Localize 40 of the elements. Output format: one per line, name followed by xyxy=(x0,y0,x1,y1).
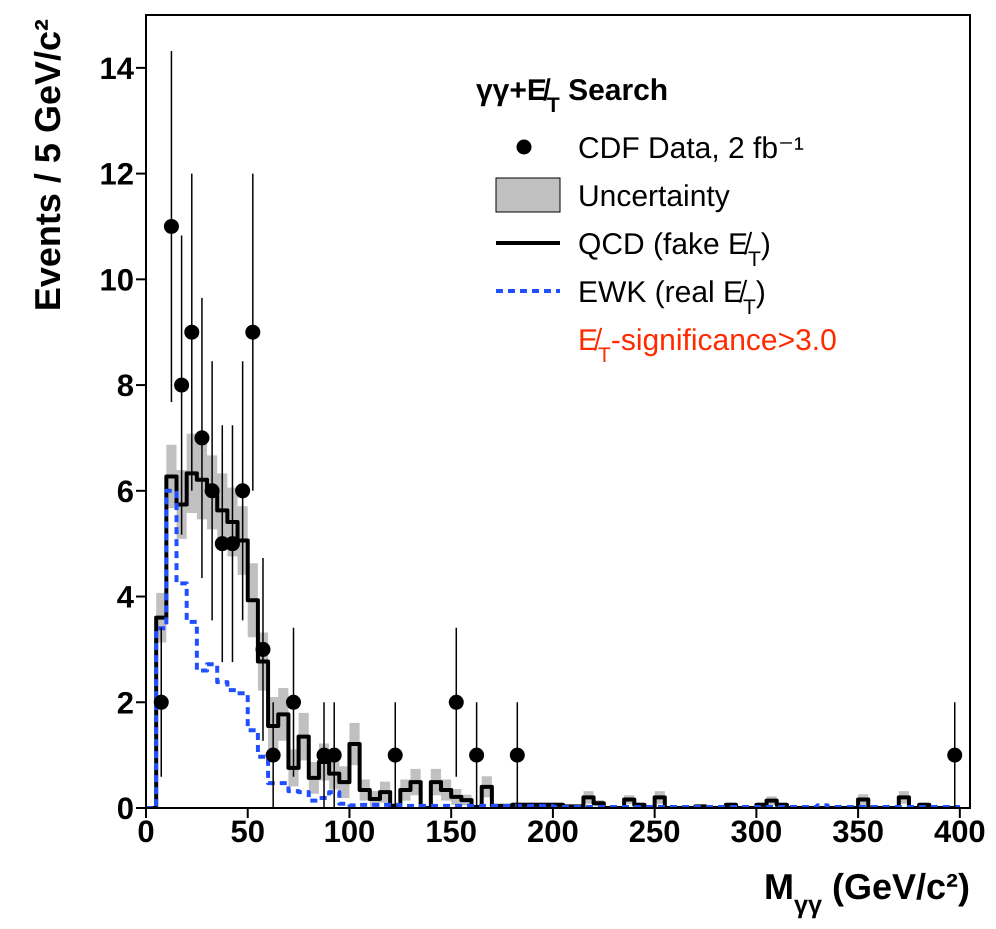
point xyxy=(164,218,179,234)
y-tick-label: 2 xyxy=(116,685,134,720)
point xyxy=(245,324,260,340)
point xyxy=(204,483,220,498)
annotation: E̸$_{T}$-significance>3.0 xyxy=(578,324,837,366)
legend-label: EWK (real E̸$_{T}$) xyxy=(578,276,766,318)
x-tick-label: 200 xyxy=(527,814,579,850)
point xyxy=(154,694,169,710)
y-tick-label: 10 xyxy=(100,262,134,298)
x-axis-title: M$_{γγ}$ (GeV/c²) xyxy=(764,866,970,919)
point xyxy=(388,748,403,763)
point xyxy=(266,748,281,763)
annotation: Uncertainty xyxy=(578,180,730,213)
x-tick-label: 300 xyxy=(730,814,782,850)
y-axis-title: Events / 5 GeV/c² xyxy=(27,19,68,312)
point xyxy=(194,430,210,446)
x-tick-label: 50 xyxy=(230,814,265,850)
x-tick-label: 250 xyxy=(628,814,681,850)
point xyxy=(255,642,270,657)
legend-label: CDF Data, 2 fb⁻¹ xyxy=(578,132,804,165)
x-tick-label: 100 xyxy=(324,814,376,850)
legend-title: γγ+E̸$_{T}$ Search xyxy=(476,74,668,116)
y-tick-label: 12 xyxy=(100,156,134,192)
point xyxy=(184,324,200,340)
point xyxy=(235,483,250,498)
y-tick-label: 4 xyxy=(116,580,135,615)
point xyxy=(448,694,464,710)
point xyxy=(286,694,302,710)
point xyxy=(510,748,525,763)
point xyxy=(174,378,190,393)
point xyxy=(469,748,484,763)
y-tick-label: 0 xyxy=(116,791,134,826)
y-tick-label: 14 xyxy=(100,50,135,86)
x-tick-label: 350 xyxy=(832,814,884,850)
point xyxy=(947,748,962,763)
y-tick-label: 8 xyxy=(116,368,134,404)
legend-label: QCD (fake E̸$_{T}$) xyxy=(578,228,771,270)
x-tick-label: 150 xyxy=(425,814,478,850)
y-tick-label: 6 xyxy=(116,474,134,509)
x-tick-label: 400 xyxy=(934,814,986,850)
